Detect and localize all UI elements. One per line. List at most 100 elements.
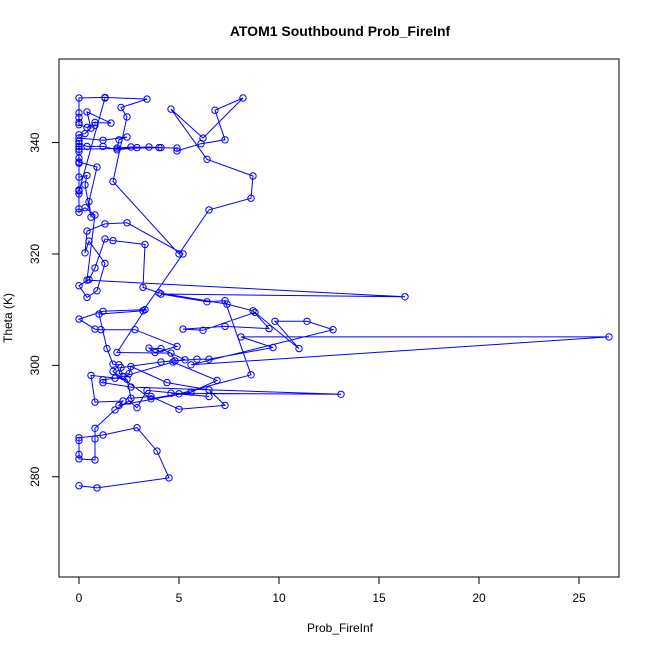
data-point	[247, 371, 255, 379]
data-point	[75, 134, 83, 142]
data-point	[109, 236, 117, 245]
data-point	[131, 326, 139, 334]
data-point	[75, 282, 83, 290]
chart-title: ATOM1 Southbound Prob_FireInf	[230, 23, 451, 39]
data-point	[329, 326, 337, 334]
data-point	[75, 482, 83, 490]
data-point	[175, 405, 183, 413]
data-point	[113, 144, 121, 152]
plot-frame	[58, 58, 620, 578]
data-point	[101, 94, 109, 102]
data-point	[213, 376, 221, 385]
data-point	[147, 395, 155, 403]
data-point	[303, 317, 311, 325]
data-point	[203, 155, 211, 164]
data-point	[75, 205, 83, 213]
data-point	[337, 390, 345, 398]
data-point	[113, 348, 121, 357]
data-point	[145, 143, 153, 151]
data-point	[75, 147, 83, 156]
data-point	[171, 357, 179, 365]
data-point	[295, 344, 303, 353]
data-point	[127, 394, 135, 402]
x-tick-label: 20	[472, 591, 486, 605]
data-point	[175, 390, 183, 398]
data-point	[87, 213, 95, 221]
data-point	[153, 447, 161, 455]
data-point	[157, 290, 165, 298]
y-axis: 280 300 320 340	[28, 132, 60, 487]
y-axis-label: Theta (K)	[1, 293, 15, 343]
data-point	[75, 159, 83, 167]
data-point	[107, 119, 115, 127]
data-point	[75, 118, 83, 127]
data-point	[167, 389, 175, 397]
data-point	[139, 307, 147, 315]
data-point	[75, 145, 83, 153]
data-point	[75, 109, 83, 117]
data-point	[265, 324, 273, 333]
data-point	[205, 206, 213, 214]
data-point	[203, 298, 211, 306]
data-point	[127, 383, 135, 391]
data-point	[247, 194, 255, 202]
data-point	[75, 142, 83, 151]
data-point	[91, 211, 99, 219]
data-point	[81, 181, 89, 189]
data-point	[75, 140, 83, 148]
data-point	[187, 361, 195, 369]
data-point	[157, 344, 165, 353]
data-point	[111, 406, 119, 414]
data-point	[181, 356, 189, 364]
data-point	[115, 361, 123, 369]
data-point	[173, 147, 181, 155]
data-point	[221, 136, 229, 144]
data-point	[193, 355, 201, 363]
data-point	[125, 370, 133, 378]
x-tick-label: 10	[272, 591, 286, 605]
data-point	[109, 367, 117, 376]
data-point	[91, 398, 99, 406]
data-point	[91, 456, 99, 464]
data-point	[605, 333, 613, 341]
data-point	[221, 401, 229, 410]
data-point	[99, 378, 107, 387]
data-point	[141, 305, 149, 314]
y-tick-label: 340	[28, 132, 42, 152]
data-point	[141, 240, 149, 249]
data-point	[133, 404, 141, 412]
data-point	[211, 106, 219, 114]
data-point	[103, 344, 111, 353]
data-point	[163, 378, 171, 387]
data-point	[205, 386, 213, 394]
data-point	[249, 307, 257, 315]
data-point	[115, 401, 123, 410]
data-point	[75, 131, 83, 139]
data-point	[75, 208, 83, 216]
data-point	[199, 134, 207, 142]
data-point	[145, 344, 153, 352]
data-point	[83, 142, 91, 151]
data-point	[91, 435, 99, 443]
data-point	[93, 163, 101, 171]
data-point	[91, 325, 99, 333]
data-point	[75, 436, 83, 445]
data-point	[75, 450, 83, 459]
x-axis-label: Prob_FireInf	[307, 621, 374, 635]
data-point	[119, 397, 127, 405]
data-point	[85, 197, 93, 206]
data-point	[139, 283, 147, 292]
x-tick-label: 15	[372, 591, 386, 605]
data-point	[83, 108, 91, 116]
data-point	[75, 190, 83, 198]
data-point	[175, 250, 183, 258]
data-point	[83, 171, 91, 180]
data-point	[91, 264, 99, 272]
data-point	[91, 118, 99, 127]
data-point	[179, 325, 187, 333]
x-tick-label: 0	[76, 591, 83, 605]
data-point	[239, 94, 247, 102]
y-tick-label: 300	[28, 355, 42, 375]
plot-area	[58, 58, 620, 578]
